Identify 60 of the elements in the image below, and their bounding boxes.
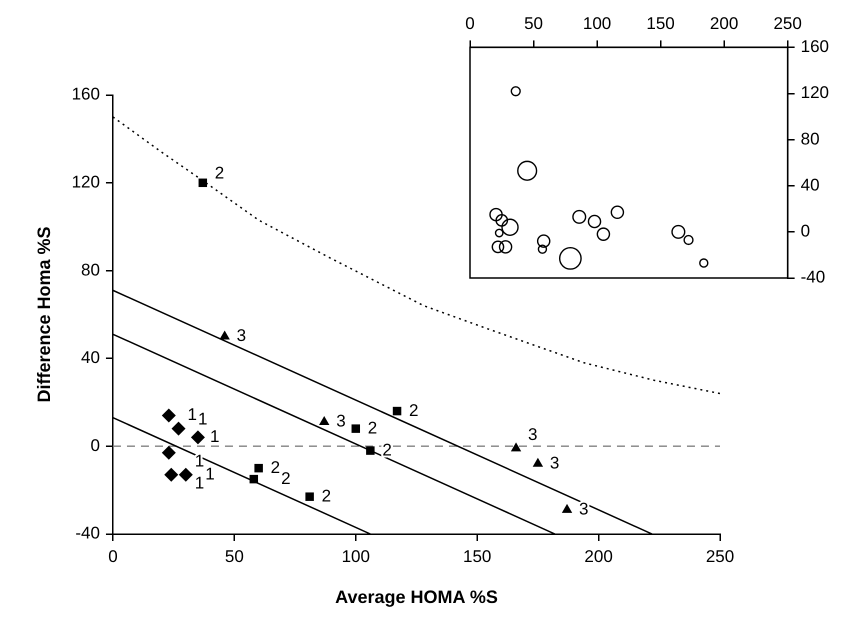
annotation: 1	[210, 427, 220, 446]
y-tick-label: 0	[800, 222, 810, 241]
annotation: 2	[322, 486, 332, 506]
x-tick-label: 0	[465, 14, 475, 33]
y-tick-label: 160	[72, 84, 100, 104]
point	[532, 458, 544, 467]
x-tick-label: 150	[463, 546, 492, 566]
x-tick-label: 250	[706, 546, 734, 566]
point	[178, 468, 193, 482]
annotation: 1	[198, 409, 208, 428]
x-tick-label: 100	[342, 546, 370, 566]
point	[198, 178, 208, 188]
annotation: 2	[409, 400, 419, 420]
x-tick-label: 100	[582, 14, 612, 33]
point	[319, 416, 330, 426]
point	[164, 468, 178, 482]
y-tick-label: 120	[72, 172, 100, 192]
annotation: 3	[528, 425, 538, 444]
x-tick-label: 50	[524, 14, 543, 33]
y-axis-title: Difference Homa %S	[34, 226, 54, 403]
point	[366, 446, 375, 455]
y-tick-label: 160	[800, 37, 830, 56]
annotation: 3	[550, 453, 560, 472]
annotation: 3	[336, 412, 346, 431]
annotation: 2	[382, 440, 392, 460]
point	[305, 492, 314, 501]
point	[392, 406, 402, 416]
point	[254, 464, 263, 472]
point	[562, 504, 572, 513]
y-tick-label: 120	[800, 83, 830, 102]
annotation: 2	[368, 418, 378, 438]
annotation: 3	[236, 326, 246, 346]
point	[162, 408, 176, 422]
x-tick-label: 50	[224, 546, 244, 566]
y-tick-label: 80	[81, 260, 100, 280]
x-tick-label: 0	[108, 546, 118, 566]
x-tick-label: 250	[773, 14, 802, 33]
y-tick-label: -40	[75, 524, 100, 543]
x-tick-label: 200	[710, 14, 738, 33]
point	[190, 430, 205, 444]
point	[250, 474, 258, 484]
annotation: 2	[270, 458, 280, 477]
annotation: 1	[205, 464, 215, 484]
point	[162, 446, 176, 460]
point	[510, 442, 522, 452]
y-tick-label: 40	[800, 175, 820, 194]
y-tick-label: 80	[800, 129, 820, 148]
x-axis-title: Average HOMA %S	[335, 587, 498, 608]
point	[352, 424, 360, 433]
y-tick-label: 0	[90, 436, 100, 455]
y-tick-label: 40	[81, 348, 100, 368]
annotation: 1	[194, 473, 204, 492]
annotation: 2	[281, 468, 291, 488]
point	[172, 422, 186, 436]
annotation: 2	[214, 163, 224, 182]
x-tick-label: 150	[646, 14, 675, 33]
annotation: 1	[188, 405, 197, 424]
annotation: 1	[194, 451, 204, 470]
x-tick-label: 200	[584, 546, 613, 566]
y-tick-label: -40	[800, 268, 826, 287]
